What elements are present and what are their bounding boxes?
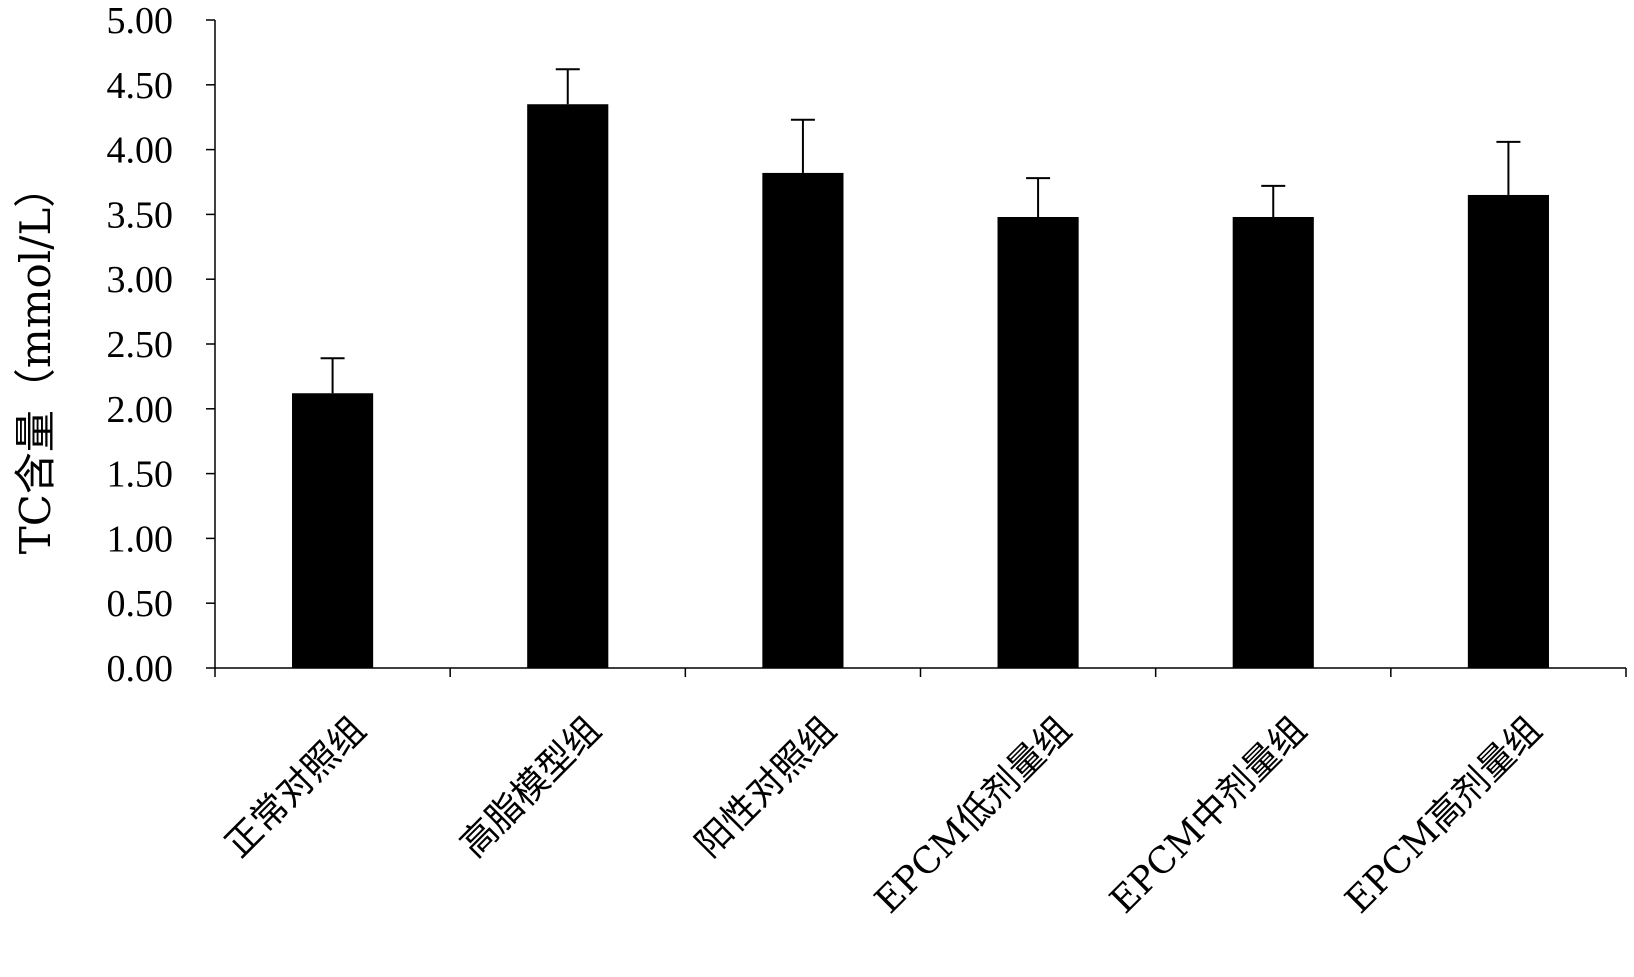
x-category-label: 高脂模型组 <box>453 709 609 865</box>
y-ticks: 0.00 0.50 1.00 1.50 2.00 2.50 3.00 3.50 4.00 4.50… <box>107 0 215 690</box>
y-tick-label: 5.00 <box>107 0 174 42</box>
bar <box>762 172 844 669</box>
error-bars <box>320 68 1521 394</box>
y-tick-label: 1.00 <box>107 518 174 560</box>
x-labels: 正常对照组 高脂模型组 阳性对照组 EPCM低剂量组 EPCM中剂量组 EPCM高剂量组 <box>218 709 1550 921</box>
y-axis-label-group: TC含量（mmol/L） <box>11 166 60 555</box>
bar <box>292 393 374 668</box>
y-tick-label: 2.00 <box>107 389 174 431</box>
axes <box>214 20 1627 677</box>
x-category-label: EPCM中剂量组 <box>1103 709 1315 921</box>
x-category-label: 阳性对照组 <box>688 709 844 865</box>
bar <box>1232 216 1314 668</box>
x-category-label: EPCM高剂量组 <box>1338 709 1550 921</box>
y-tick-label: 3.00 <box>107 259 174 301</box>
y-tick-label: 1.50 <box>107 454 174 496</box>
y-tick-label: 4.00 <box>107 130 174 172</box>
y-tick-label: 3.50 <box>107 194 174 236</box>
bar <box>527 104 609 669</box>
y-tick-label: 0.50 <box>107 583 174 625</box>
bar <box>1467 194 1549 668</box>
x-category-label: 正常对照组 <box>218 709 374 865</box>
bars <box>292 104 1549 669</box>
y-tick-label: 2.50 <box>107 324 174 366</box>
y-axis-label: TC含量（mmol/L） <box>11 166 60 555</box>
bar <box>997 216 1079 668</box>
y-tick-label: 4.50 <box>107 65 174 107</box>
y-tick-label: 0.00 <box>107 648 174 690</box>
x-category-label: EPCM低剂量组 <box>867 709 1079 921</box>
